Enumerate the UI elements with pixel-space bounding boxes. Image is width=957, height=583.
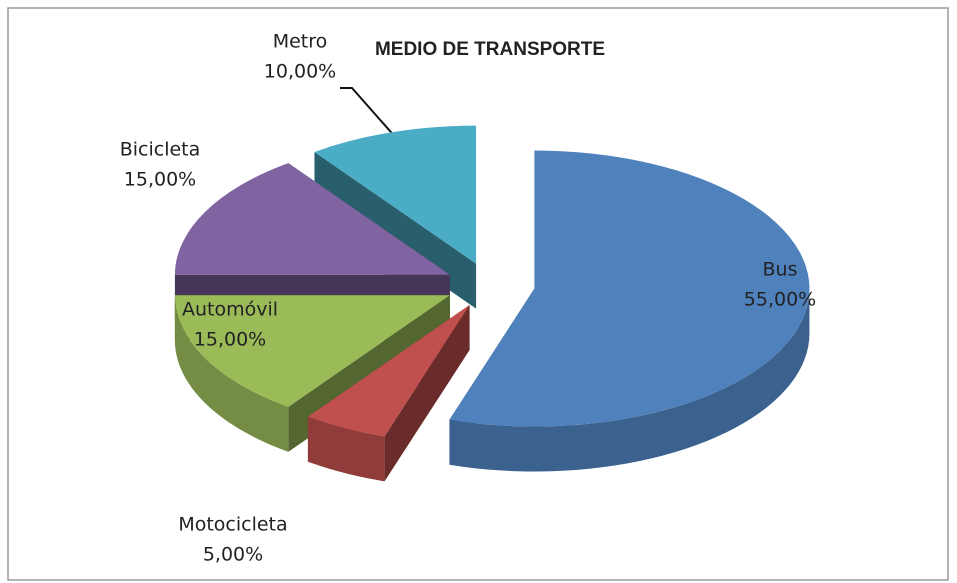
slice-value-label: 5,00% — [203, 544, 263, 566]
chart-title: MEDIO DE TRANSPORTE — [375, 39, 605, 60]
slice-top — [174, 295, 450, 407]
slice — [449, 150, 810, 472]
slice-value-label: 10,00% — [264, 61, 336, 83]
slice-value-label: 15,00% — [194, 329, 266, 351]
slice-top — [307, 305, 470, 437]
slice-side — [174, 295, 289, 452]
slice-top — [174, 163, 450, 275]
slice-label: Metro — [273, 31, 328, 53]
slice-label: Bicicleta — [120, 139, 201, 161]
slice-value-label: 55,00% — [744, 289, 816, 311]
leader-line — [340, 87, 406, 149]
slice-label: Bus — [763, 259, 798, 281]
slice-top — [449, 150, 810, 427]
slice-label: Automóvil — [182, 299, 278, 321]
slice-side — [449, 288, 810, 472]
slice-top — [314, 125, 477, 264]
slice-value-label: 15,00% — [124, 169, 196, 191]
slice-side — [307, 416, 385, 482]
slice — [307, 305, 470, 482]
slice-label: Motocicleta — [178, 514, 287, 536]
